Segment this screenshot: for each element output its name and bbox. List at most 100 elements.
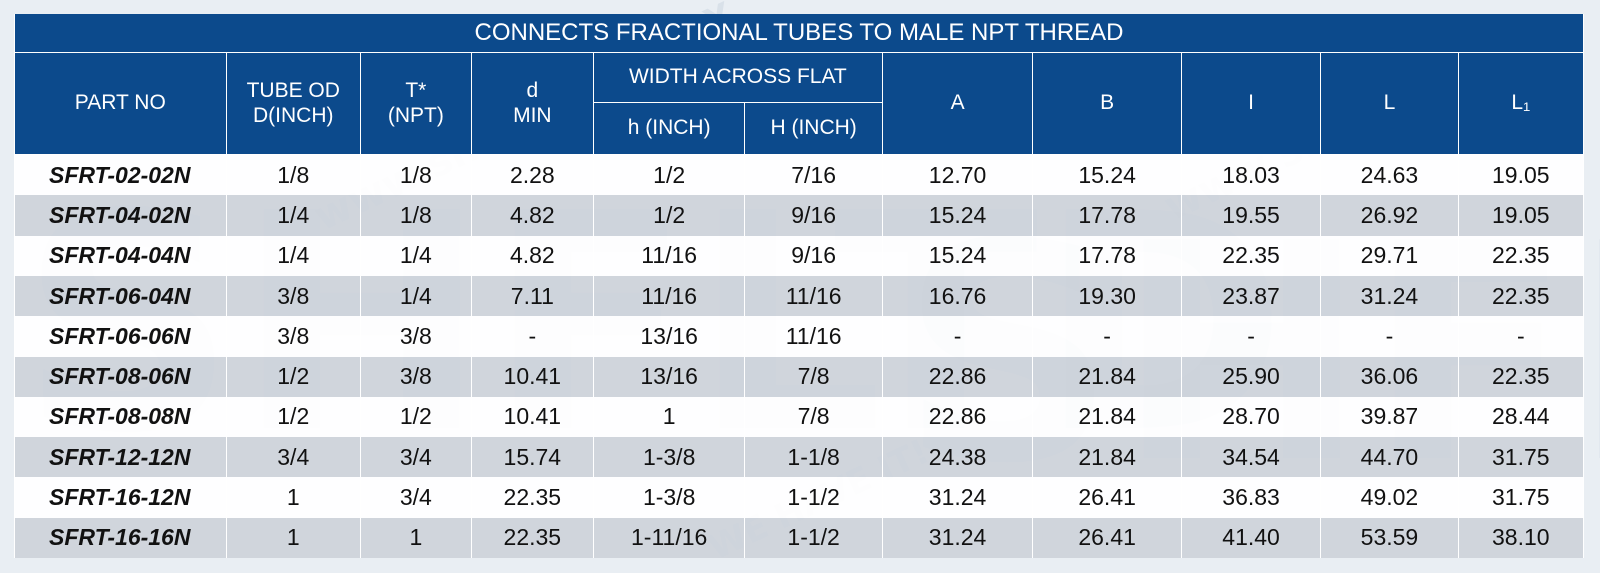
table-row: SFRT-06-04N 3/8 1/4 7.11 11/16 11/16 16.… xyxy=(14,275,1585,317)
header-b: B xyxy=(1032,52,1182,155)
cell-l: 53.59 xyxy=(1320,517,1459,558)
cell-b: 19.30 xyxy=(1032,275,1182,317)
header-part-no: PART NO xyxy=(14,52,227,155)
table-row: SFRT-04-02N 1/4 1/8 4.82 1/2 9/16 15.24 … xyxy=(14,195,1585,236)
header-l1: L₁ xyxy=(1457,52,1585,155)
cell-l1: 38.10 xyxy=(1457,517,1585,558)
cell-part: SFRT-06-06N xyxy=(14,316,227,357)
cell-i: 19.55 xyxy=(1180,195,1322,236)
cell-a: 16.76 xyxy=(881,275,1034,317)
header-d: d MIN xyxy=(470,52,594,155)
cell-i: 28.70 xyxy=(1180,396,1322,438)
header-tube-od: TUBE OD D(INCH) xyxy=(225,52,361,155)
cell-l1: 19.05 xyxy=(1457,154,1585,196)
cell-l: 26.92 xyxy=(1320,195,1459,236)
cell-i: 34.54 xyxy=(1180,437,1322,478)
cell-part: SFRT-04-02N xyxy=(14,195,227,236)
cell-a: 15.24 xyxy=(881,195,1034,236)
cell-tube-od: 3/8 xyxy=(225,316,361,357)
cell-t: 3/4 xyxy=(359,437,472,478)
cell-h-big: 7/16 xyxy=(744,154,883,196)
cell-h-small: 1/2 xyxy=(592,195,746,236)
table-title: CONNECTS FRACTIONAL TUBES TO MALE NPT TH… xyxy=(14,14,1584,53)
table-row: SFRT-02-02N 1/8 1/8 2.28 1/2 7/16 12.70 … xyxy=(14,154,1585,196)
cell-b: 15.24 xyxy=(1032,154,1182,196)
cell-t: 1/2 xyxy=(359,396,472,438)
cell-d: 10.41 xyxy=(470,356,594,397)
cell-i: - xyxy=(1180,316,1322,357)
cell-h-small: 11/16 xyxy=(592,235,746,276)
cell-part: SFRT-08-08N xyxy=(14,396,227,438)
cell-t: 3/8 xyxy=(359,316,472,357)
header-width-across-flat: WIDTH ACROSS FLAT xyxy=(592,52,883,103)
cell-part: SFRT-02-02N xyxy=(14,154,227,196)
cell-d: 22.35 xyxy=(470,517,594,558)
cell-part: SFRT-12-12N xyxy=(14,437,227,478)
cell-h-big: 1-1/8 xyxy=(744,437,883,478)
cell-i: 25.90 xyxy=(1180,356,1322,397)
cell-d: - xyxy=(470,316,594,357)
cell-d: 2.28 xyxy=(470,154,594,196)
cell-part: SFRT-06-04N xyxy=(14,275,227,317)
cell-h-small: 1 xyxy=(592,396,746,438)
cell-h-big: 1-1/2 xyxy=(744,517,883,558)
cell-h-big: 7/8 xyxy=(744,396,883,438)
cell-h-small: 1-3/8 xyxy=(592,437,746,478)
cell-i: 41.40 xyxy=(1180,517,1322,558)
table-row: SFRT-08-06N 1/2 3/8 10.41 13/16 7/8 22.8… xyxy=(14,356,1585,397)
cell-t: 1/8 xyxy=(359,195,472,236)
cell-a: 31.24 xyxy=(881,517,1034,558)
cell-t: 1/4 xyxy=(359,235,472,276)
cell-d: 4.82 xyxy=(470,195,594,236)
cell-t: 1/4 xyxy=(359,275,472,317)
cell-tube-od: 1/4 xyxy=(225,195,361,236)
cell-d: 22.35 xyxy=(470,477,594,518)
cell-a: 22.86 xyxy=(881,396,1034,438)
cell-b: 26.41 xyxy=(1032,517,1182,558)
table-row: SFRT-16-16N 1 1 22.35 1-11/16 1-1/2 31.2… xyxy=(14,517,1585,558)
cell-l1: - xyxy=(1457,316,1585,357)
cell-a: 12.70 xyxy=(881,154,1034,196)
table-row: SFRT-06-06N 3/8 3/8 - 13/16 11/16 - - - … xyxy=(14,316,1585,357)
cell-b: 21.84 xyxy=(1032,356,1182,397)
cell-i: 18.03 xyxy=(1180,154,1322,196)
cell-a: 15.24 xyxy=(881,235,1034,276)
cell-l: 39.87 xyxy=(1320,396,1459,438)
cell-l: - xyxy=(1320,316,1459,357)
cell-part: SFRT-08-06N xyxy=(14,356,227,397)
cell-l: 44.70 xyxy=(1320,437,1459,478)
cell-h-big: 9/16 xyxy=(744,235,883,276)
cell-i: 36.83 xyxy=(1180,477,1322,518)
cell-a: - xyxy=(881,316,1034,357)
cell-b: 17.78 xyxy=(1032,235,1182,276)
cell-h-small: 1/2 xyxy=(592,154,746,196)
cell-l1: 31.75 xyxy=(1457,477,1585,518)
table-row: SFRT-12-12N 3/4 3/4 15.74 1-3/8 1-1/8 24… xyxy=(14,437,1585,478)
cell-h-big: 11/16 xyxy=(744,275,883,317)
cell-tube-od: 1 xyxy=(225,477,361,518)
header-t: T* (NPT) xyxy=(359,52,472,155)
cell-i: 23.87 xyxy=(1180,275,1322,317)
cell-tube-od: 1/2 xyxy=(225,396,361,438)
cell-tube-od: 1/4 xyxy=(225,235,361,276)
cell-h-small: 1-3/8 xyxy=(592,477,746,518)
cell-l: 31.24 xyxy=(1320,275,1459,317)
cell-l1: 31.75 xyxy=(1457,437,1585,478)
cell-h-big: 11/16 xyxy=(744,316,883,357)
cell-t: 1/8 xyxy=(359,154,472,196)
cell-h-big: 7/8 xyxy=(744,356,883,397)
cell-a: 24.38 xyxy=(881,437,1034,478)
cell-l1: 22.35 xyxy=(1457,275,1585,317)
spec-table: CONNECTS FRACTIONAL TUBES TO MALE NPT TH… xyxy=(14,14,1585,558)
cell-b: 21.84 xyxy=(1032,437,1182,478)
cell-part: SFRT-04-04N xyxy=(14,235,227,276)
table-row: SFRT-08-08N 1/2 1/2 10.41 1 7/8 22.86 21… xyxy=(14,396,1585,438)
header-a: A xyxy=(881,52,1034,155)
header-h-small: h (INCH) xyxy=(592,102,746,155)
cell-tube-od: 1/8 xyxy=(225,154,361,196)
cell-h-small: 13/16 xyxy=(592,356,746,397)
cell-part: SFRT-16-12N xyxy=(14,477,227,518)
table-row: SFRT-04-04N 1/4 1/4 4.82 11/16 9/16 15.2… xyxy=(14,235,1585,276)
cell-h-big: 9/16 xyxy=(744,195,883,236)
cell-i: 22.35 xyxy=(1180,235,1322,276)
